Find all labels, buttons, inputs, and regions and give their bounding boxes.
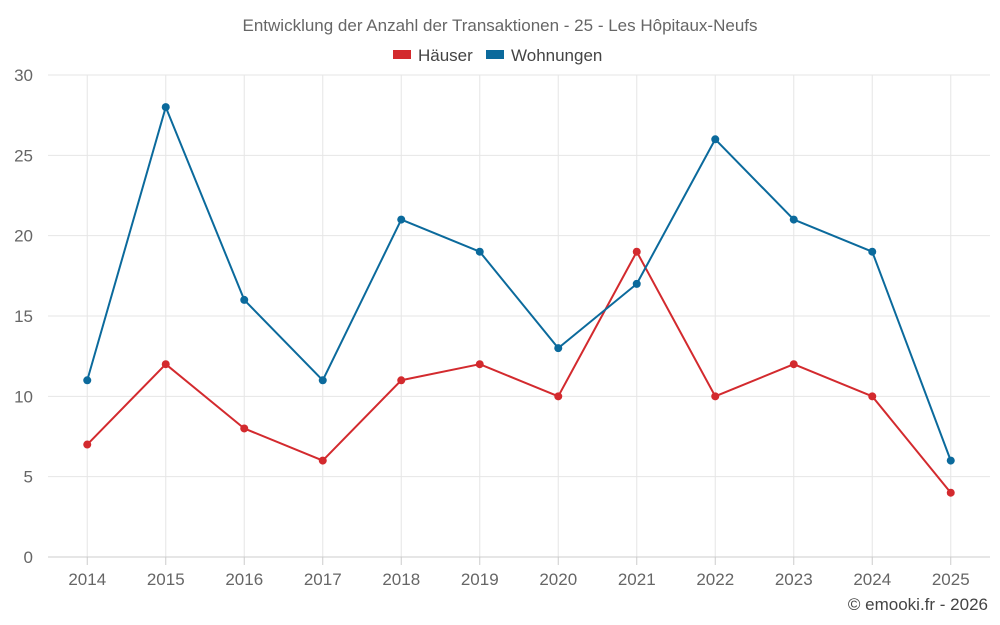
x-tick-label: 2025 bbox=[932, 570, 970, 589]
data-point-wohnungen[interactable] bbox=[397, 215, 406, 224]
series-haeuser bbox=[83, 247, 955, 497]
legend-swatch-haeuser bbox=[393, 50, 411, 59]
x-tick-label: 2019 bbox=[461, 570, 499, 589]
x-tick-label: 2018 bbox=[382, 570, 420, 589]
series-wohnungen bbox=[83, 103, 955, 465]
data-point-haeuser[interactable] bbox=[789, 360, 798, 369]
legend: Häuser Wohnungen bbox=[393, 46, 602, 65]
data-point-wohnungen[interactable] bbox=[318, 376, 327, 385]
series-line-wohnungen bbox=[86, 106, 952, 461]
data-point-haeuser[interactable] bbox=[711, 392, 720, 401]
data-point-haeuser[interactable] bbox=[240, 424, 249, 433]
data-point-haeuser[interactable] bbox=[554, 392, 563, 401]
series-line-haeuser bbox=[86, 250, 952, 494]
credit-text: © emooki.fr - 2026 bbox=[848, 595, 988, 614]
data-point-wohnungen[interactable] bbox=[83, 376, 92, 385]
x-tick-label: 2015 bbox=[147, 570, 185, 589]
y-tick-label: 30 bbox=[14, 66, 33, 85]
x-tick-label: 2021 bbox=[618, 570, 656, 589]
x-tick-label: 2023 bbox=[775, 570, 813, 589]
legend-label-haeuser: Häuser bbox=[418, 46, 473, 65]
chart-title: Entwicklung der Anzahl der Transaktionen… bbox=[243, 16, 758, 35]
data-point-haeuser[interactable] bbox=[161, 360, 170, 369]
data-point-haeuser[interactable] bbox=[946, 488, 955, 497]
legend-item-wohnungen[interactable]: Wohnungen bbox=[486, 46, 602, 65]
data-point-haeuser[interactable] bbox=[318, 456, 327, 465]
data-point-wohnungen[interactable] bbox=[632, 279, 641, 288]
data-point-haeuser[interactable] bbox=[632, 247, 641, 256]
x-tick-label: 2020 bbox=[539, 570, 577, 589]
data-point-wohnungen[interactable] bbox=[161, 103, 170, 112]
y-tick-label: 0 bbox=[24, 548, 33, 567]
legend-swatch-wohnungen bbox=[486, 50, 504, 59]
data-point-haeuser[interactable] bbox=[475, 360, 484, 369]
data-point-wohnungen[interactable] bbox=[475, 247, 484, 256]
y-tick-label: 10 bbox=[14, 387, 33, 406]
data-point-wohnungen[interactable] bbox=[240, 295, 249, 304]
x-tick-label: 2017 bbox=[304, 570, 342, 589]
legend-item-haeuser[interactable]: Häuser bbox=[393, 46, 473, 65]
y-tick-label: 25 bbox=[14, 146, 33, 165]
data-point-wohnungen[interactable] bbox=[946, 456, 955, 465]
series bbox=[83, 103, 955, 497]
y-tick-label: 15 bbox=[14, 307, 33, 326]
data-point-haeuser[interactable] bbox=[397, 376, 406, 385]
data-point-haeuser[interactable] bbox=[83, 440, 92, 449]
data-point-wohnungen[interactable] bbox=[868, 247, 877, 256]
x-tick-label: 2014 bbox=[68, 570, 106, 589]
y-tick-label: 5 bbox=[24, 468, 33, 487]
x-tick-label: 2016 bbox=[225, 570, 263, 589]
y-tick-label: 20 bbox=[14, 227, 33, 246]
data-point-wohnungen[interactable] bbox=[711, 135, 720, 144]
data-point-wohnungen[interactable] bbox=[554, 344, 563, 353]
data-point-haeuser[interactable] bbox=[868, 392, 877, 401]
x-tick-label: 2024 bbox=[853, 570, 891, 589]
grid bbox=[48, 74, 990, 557]
data-point-wohnungen[interactable] bbox=[789, 215, 798, 224]
x-tick-label: 2022 bbox=[696, 570, 734, 589]
legend-label-wohnungen: Wohnungen bbox=[511, 46, 602, 65]
